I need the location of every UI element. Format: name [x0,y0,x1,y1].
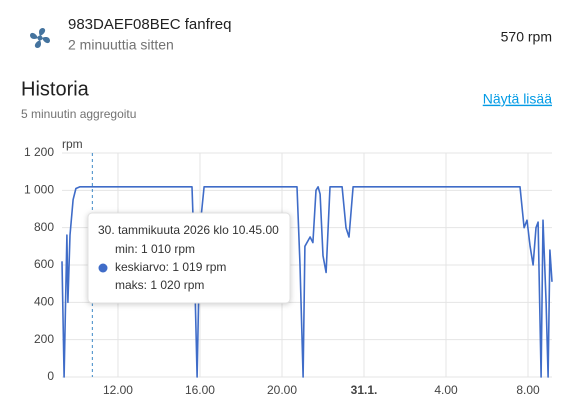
entity-name: 983DAEF08BEC fanfreq [68,16,231,33]
y-tick-label: 400 [34,295,54,309]
last-updated: 2 minuuttia sitten [68,37,174,53]
tooltip: 30. tammikuuta 2026 klo 10.45.00 min: 1 … [87,212,291,304]
x-tick-label: 12.00 [103,383,133,397]
y-tick-label: 200 [34,332,54,346]
x-tick-label: 20.00 [267,383,297,397]
y-tick-label: 1 000 [24,183,54,197]
x-tick-label: 4.00 [434,383,458,397]
x-tick-label: 31.1. [351,383,378,397]
tooltip-title: 30. tammikuuta 2026 klo 10.45.00 [98,223,279,237]
y-tick-label: 1 200 [24,145,54,159]
x-tick-label: 16.00 [185,383,215,397]
y-tick-label: 800 [34,220,54,234]
more-link[interactable]: Näytä lisää [483,91,552,107]
tooltip-box [87,212,291,304]
x-tick-label: 8.00 [516,383,540,397]
tooltip-dot [98,263,108,273]
data-line [61,186,553,378]
y-tick-label: 0 [47,369,54,383]
fan-icon [30,28,50,48]
y-tick-label: 600 [34,257,54,271]
tooltip-max: maks: 1 020 rpm [115,278,204,292]
tooltip-mean: keskiarvo: 1 019 rpm [115,260,226,274]
section-subtitle: 5 minuutin aggregoitu [21,107,136,121]
section-title: Historia [21,78,90,100]
plot: 0 200 400 600 800 1 000 1 200 12.00 16.00 20.00 31… [24,145,553,397]
y-axis-label: rpm [62,137,83,151]
tooltip-min: min: 1 010 rpm [115,242,195,256]
state: 570 rpm [501,29,552,45]
